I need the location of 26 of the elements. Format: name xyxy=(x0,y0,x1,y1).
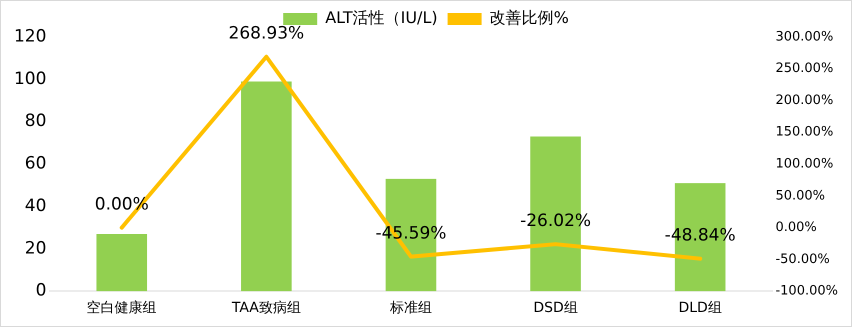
y-tick-label: 100 xyxy=(14,68,46,89)
x-tick-label: DLD组 xyxy=(678,300,722,316)
x-tick-label: DSD组 xyxy=(533,300,578,316)
bar xyxy=(96,234,148,292)
x-tick-label: TAA致病组 xyxy=(230,300,301,316)
y-tick-label: 40 xyxy=(24,196,46,216)
y2-tick-label: 250.00% xyxy=(775,61,834,76)
x-tick-label: 标准组 xyxy=(388,300,432,316)
y2-tick-label: 200.00% xyxy=(775,92,834,108)
y2-tick-label: 300.00% xyxy=(775,29,834,44)
y2-tick-label: 0.00% xyxy=(775,220,817,236)
y2-tick-label: 50.00% xyxy=(775,188,826,204)
data-label: 268.93% xyxy=(228,24,304,44)
y2-tick-label: 150.00% xyxy=(775,124,834,140)
y-tick-label: 80 xyxy=(24,111,46,132)
y2-tick-label: -50.00% xyxy=(775,252,830,267)
x-tick-label: 空白健康组 xyxy=(86,300,157,316)
y-tick-label: 20 xyxy=(24,238,46,258)
legend-label: 改善比例% xyxy=(490,8,569,28)
y-tick-label: 120 xyxy=(14,26,46,46)
y-tick-label: 0 xyxy=(36,280,46,301)
y2-tick-label: -100.00% xyxy=(775,284,838,299)
y-tick-label: 60 xyxy=(24,154,46,174)
y2-tick-label: 100.00% xyxy=(775,156,834,172)
legend-label: ALT活性（IU/L) xyxy=(325,8,438,28)
bar xyxy=(241,81,292,292)
